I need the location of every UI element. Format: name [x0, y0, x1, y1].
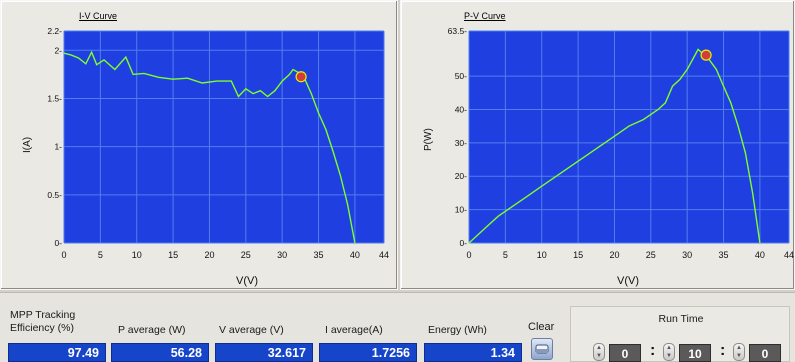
pv-y-tick-label: 40-	[455, 104, 467, 114]
time-colon: :	[650, 342, 656, 359]
pv-y-tick-label: 10-	[455, 205, 467, 215]
iv-x-tick-label: 35	[314, 250, 324, 260]
iv-x-tick-label: 44	[379, 250, 389, 260]
iv-x-tick-label: 25	[241, 250, 251, 260]
iv-plot-area	[64, 31, 384, 243]
pv-y-tick-label: 0-	[459, 238, 467, 248]
mpp-efficiency-value: 97.49	[8, 343, 106, 362]
iv-ylabel: I(A)	[22, 137, 33, 153]
hours-spinner[interactable]: ▲ ▼	[593, 343, 605, 361]
iv-mpp-marker	[295, 71, 307, 83]
pv-x-tick-label: 30	[682, 250, 692, 260]
pv-mpp-marker	[700, 49, 712, 61]
clear-button[interactable]	[531, 338, 553, 360]
iv-x-tick-label: 20	[204, 250, 214, 260]
pv-chart-panel: P-V Curve 0 5 10 15 20 25 30 35 40 44 0- 10- 20- 30- 4…	[400, 0, 795, 290]
iv-x-tick-label: 30	[277, 250, 287, 260]
pv-x-tick-label: 40	[755, 250, 765, 260]
iv-chart: 0 5 10 15 20 25 30 35 40 44 0- 0.5- 1- 1.5- 2- 2.2- V(V…	[22, 26, 389, 287]
mpp-efficiency-label: MPP Tracking Efficiency (%)	[10, 309, 76, 334]
pv-x-tick-label: 44	[784, 250, 794, 260]
energy-value: 1.34	[424, 343, 522, 362]
clear-label: Clear	[528, 321, 555, 333]
pv-x-tick-label: 15	[573, 250, 583, 260]
energy-label: Energy (Wh)	[428, 324, 487, 336]
pv-x-tick-label: 20	[609, 250, 619, 260]
pv-x-tick-label: 10	[537, 250, 547, 260]
iv-y-tick-label: 1-	[54, 142, 62, 152]
iv-y-tick-label: 0-	[54, 238, 62, 248]
iv-x-tick-label: 15	[168, 250, 178, 260]
iv-y-tick-label: 2-	[54, 45, 62, 55]
p-average-value: 56.28	[111, 343, 209, 362]
pv-x-tick-label: 5	[503, 250, 508, 260]
pv-x-tick-label: 25	[646, 250, 656, 260]
pv-chart: 0 5 10 15 20 25 30 35 40 44 0- 10- 20- 30- 40- 50- 63.5-…	[423, 26, 794, 287]
iv-y-tick-label: 1.5-	[47, 93, 62, 103]
pv-chart-title: P-V Curve	[464, 11, 506, 21]
run-time-label: Run Time	[658, 313, 704, 325]
hours-field[interactable]: 0	[609, 344, 641, 362]
eraser-icon	[535, 344, 549, 354]
pv-y-tick-label: 20-	[455, 171, 467, 181]
pv-x-tick-label: 0	[466, 250, 471, 260]
minutes-field[interactable]: 10	[679, 344, 711, 362]
iv-y-tick-label: 0.5-	[47, 190, 62, 200]
iv-x-tick-label: 5	[98, 250, 103, 260]
pv-y-tick-label: 50-	[455, 71, 467, 81]
seconds-spinner[interactable]: ▲ ▼	[733, 343, 745, 361]
v-average-value: 32.617	[215, 343, 313, 362]
i-average-label: I average(A)	[325, 324, 383, 336]
minutes-spinner[interactable]: ▲ ▼	[663, 343, 675, 361]
i-average-value: 1.7256	[319, 343, 417, 362]
pv-x-tick-label: 35	[719, 250, 729, 260]
iv-chart-title: I-V Curve	[79, 11, 118, 21]
iv-x-tick-label: 0	[61, 250, 66, 260]
run-time-panel: Run Time ▲ ▼ 0 : ▲ ▼ 10 : ▲ ▼ 0	[570, 306, 790, 362]
pv-y-tick-label: 63.5-	[448, 26, 468, 36]
pv-y-tick-label: 30-	[455, 138, 467, 148]
pv-plot-area	[469, 31, 789, 243]
seconds-field[interactable]: 0	[749, 344, 781, 362]
iv-x-tick-label: 40	[350, 250, 360, 260]
time-colon: :	[720, 342, 726, 359]
iv-x-tick-label: 10	[132, 250, 142, 260]
pv-xlabel: V(V)	[617, 275, 639, 287]
pv-ylabel: P(W)	[423, 128, 434, 151]
pv-curve-line	[468, 48, 761, 244]
iv-xlabel: V(V)	[236, 275, 258, 287]
v-average-label: V average (V)	[219, 324, 284, 336]
iv-chart-panel: I-V Curve 0 5 10 15 20 25 30 35 40 44 0- 0.5- 1- 1.5-…	[0, 0, 398, 290]
iv-y-tick-label: 2.2-	[47, 26, 62, 36]
iv-curve-line	[63, 50, 356, 244]
p-average-label: P average (W)	[118, 324, 186, 336]
